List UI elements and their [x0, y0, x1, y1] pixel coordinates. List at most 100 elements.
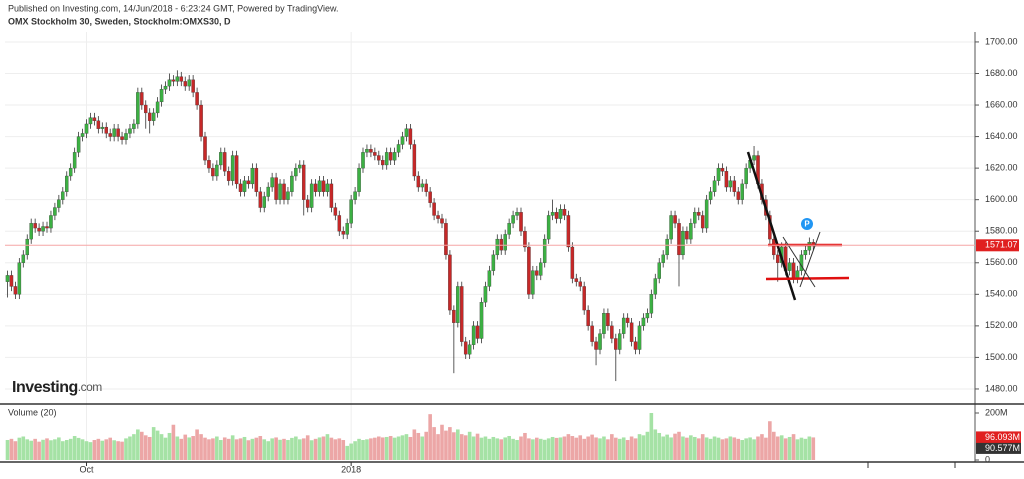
candle-body [456, 286, 460, 323]
candle-body [112, 128, 116, 137]
candle-body [262, 196, 266, 208]
volume-bar [440, 424, 444, 460]
volume-bar [341, 440, 346, 460]
volume-bar [546, 438, 551, 460]
candle-body [13, 286, 18, 295]
candle-body [487, 270, 492, 287]
candle-body [388, 152, 393, 161]
volume-bar [811, 437, 816, 460]
volume-bar [132, 434, 136, 460]
volume-bar [92, 440, 97, 460]
volume-bar [270, 438, 274, 460]
candle-body [17, 262, 22, 295]
volume-bar [523, 432, 527, 460]
candle-body [740, 183, 744, 200]
volume-bar [226, 438, 231, 460]
candle-body [29, 223, 33, 240]
candle-body [41, 226, 45, 232]
volume-bar [195, 429, 199, 460]
volume-bar [345, 445, 349, 460]
candle-body [566, 215, 571, 248]
volume-bar [629, 436, 634, 460]
candle-body [57, 199, 61, 208]
volume-bar [574, 437, 579, 460]
volume-bar [337, 438, 342, 460]
candle-body [116, 128, 120, 137]
candle-body [104, 126, 109, 134]
volume-bar [21, 436, 26, 460]
volume-bar [602, 436, 606, 460]
candle-body [171, 79, 176, 82]
candle-body [380, 160, 385, 166]
candle-body [136, 92, 140, 125]
candle-body [539, 262, 543, 276]
candle-body [353, 191, 357, 200]
volume-bar [266, 441, 270, 460]
candle-body [96, 120, 101, 129]
volume-bar [294, 436, 298, 460]
candle-body [436, 215, 440, 219]
candle-body [369, 149, 373, 153]
volume-bar [803, 438, 808, 460]
volume-bar [84, 441, 89, 460]
candle-body [175, 76, 180, 82]
volume-bar [614, 437, 618, 460]
volume-bar [566, 434, 571, 460]
candle-body [309, 183, 314, 208]
candle-body [349, 199, 353, 224]
volume-bar [665, 434, 669, 460]
volume-bar [693, 436, 697, 460]
candle-body [772, 238, 776, 256]
candle-body [665, 238, 669, 256]
candle-body [511, 215, 515, 224]
volume-bar [219, 440, 223, 460]
volume-bar [41, 439, 45, 460]
candle-body [124, 133, 128, 140]
volume-bar [108, 437, 112, 460]
candle-body [554, 212, 559, 219]
volume-bar [234, 439, 239, 460]
volume-bar [163, 437, 168, 460]
candle-body [716, 167, 721, 181]
candle-body [313, 183, 318, 192]
candle-body [787, 262, 792, 271]
candle-body [108, 133, 112, 137]
candle-body [428, 191, 432, 203]
candle-body [282, 183, 286, 200]
volume-bar [479, 437, 484, 460]
volume-bar [712, 436, 717, 460]
y-tick-label: 1700.00 [985, 36, 1018, 46]
candle-body [700, 215, 705, 229]
candle-body [195, 92, 199, 106]
volume-bar [207, 439, 211, 460]
candle-body [637, 325, 642, 350]
candle-body [333, 207, 338, 216]
candle-body [84, 123, 89, 134]
volume-bar [645, 431, 650, 460]
volume-bar [45, 438, 49, 460]
candle-body [471, 325, 476, 345]
volume-bar [716, 437, 721, 460]
volume-bar [116, 441, 120, 460]
y2-tick-label: 0 [985, 454, 990, 464]
candle-body [590, 325, 594, 342]
volume-bar [191, 436, 195, 460]
candle-body [491, 254, 496, 271]
volume-bar [653, 429, 658, 460]
candle-body [475, 325, 480, 339]
volume-bar [590, 434, 594, 460]
volume-bar [380, 437, 385, 460]
volume-bar [471, 436, 476, 460]
candle-body [76, 136, 81, 153]
candle-body [128, 128, 132, 134]
volume-bar [159, 434, 164, 460]
candle-body [542, 238, 547, 263]
candle-body [21, 254, 26, 263]
volume-bar [104, 439, 109, 460]
candle-body [151, 112, 156, 121]
candle-body [467, 344, 472, 355]
volume-bar [282, 438, 286, 460]
volume-bar [369, 438, 373, 460]
volume-bar [9, 438, 14, 460]
candle-body [459, 286, 464, 342]
